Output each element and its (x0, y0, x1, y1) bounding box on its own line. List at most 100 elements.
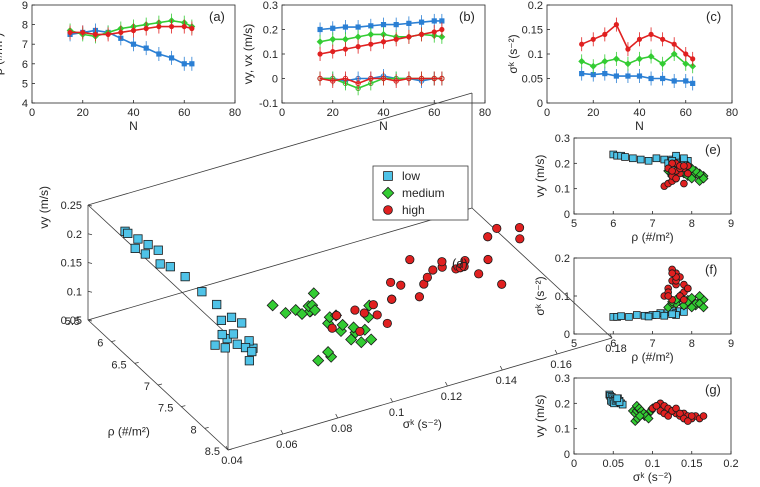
data-point-medium (336, 318, 349, 331)
data-point (648, 75, 654, 82)
data-point (578, 57, 586, 65)
data-point (660, 155, 669, 164)
data-point (393, 21, 399, 28)
x-tick-label: 0 (571, 458, 577, 470)
data-point (342, 35, 349, 43)
data-point (612, 55, 620, 63)
data-point (118, 29, 124, 36)
data-point (189, 61, 195, 67)
y-tick-label: 4 (22, 98, 28, 110)
data-point-low (216, 315, 226, 325)
data-point-low (247, 346, 257, 357)
panel-label: (a) (209, 9, 225, 24)
plot-area-c (578, 17, 697, 91)
data-point-high (414, 292, 425, 302)
data-point-low (143, 239, 153, 250)
z-axis-label: vy (m/s) (37, 186, 51, 229)
data-point (330, 78, 336, 84)
data-point (652, 402, 661, 410)
data-point-high (372, 310, 382, 320)
x-tick-label: 20 (327, 107, 339, 119)
z-tick-mark (87, 262, 93, 264)
x-tick-label: 0.15 (681, 458, 702, 470)
data-point-low (244, 356, 254, 366)
z-tick-label: 0.15 (61, 258, 82, 270)
data-point (668, 167, 676, 175)
x-tick-label: 0 (544, 107, 550, 119)
data-point (354, 33, 362, 41)
data-point-low (140, 249, 150, 259)
y-tick-label: 0 (564, 209, 570, 221)
series-high (579, 17, 696, 66)
series-medium-vy (316, 27, 446, 49)
x-tick-label: 60 (428, 107, 440, 119)
series-high (660, 265, 692, 304)
data-point (406, 75, 412, 82)
data-point-high (350, 305, 360, 315)
data-point (189, 25, 195, 32)
legend-marker (381, 186, 395, 200)
data-point (602, 31, 608, 38)
y-tick-mark (134, 361, 139, 364)
data-point (393, 78, 399, 84)
data-point-high (396, 280, 406, 290)
data-point (617, 312, 625, 320)
x-tick-label: 0 (279, 107, 285, 119)
data-point (680, 162, 688, 170)
z-tick-mark (87, 233, 93, 236)
y-tick-mark (87, 318, 93, 321)
data-point-medium (295, 307, 309, 320)
data-point-medium (322, 346, 335, 359)
data-point (676, 409, 684, 418)
plot-area-e (609, 150, 709, 190)
data-point-high (331, 310, 342, 321)
data-point (664, 292, 672, 300)
data-point-low (155, 259, 165, 269)
x-tick-label: 0.16 (550, 359, 571, 371)
data-point (686, 292, 697, 303)
y-tick-label: 0.15 (522, 25, 543, 37)
box-edge (87, 204, 229, 336)
y-tick-label: 0.2 (555, 253, 570, 265)
y-tick-label: -0.1 (259, 98, 278, 110)
x-tick-label: 20 (77, 107, 89, 119)
z-tick-mark (87, 204, 93, 207)
data-point-low (212, 299, 222, 310)
data-point (633, 311, 641, 319)
data-point-low (226, 312, 237, 322)
x-tick-mark (554, 349, 558, 355)
data-point (668, 269, 676, 278)
z-tick-mark (87, 290, 93, 293)
panel-e: 5 6 7 8 9 0 0.1 0.2 0.3 ρ (#/m²) vy (m/s) (e) (533, 133, 734, 244)
panel-label: (b) (459, 9, 475, 24)
y-axis-label: ρ (#/m²) (108, 425, 150, 439)
data-point (317, 75, 323, 82)
y-tick-label: 7 (144, 381, 150, 393)
series-high-vx (317, 71, 445, 91)
x-tick-label: 80 (229, 107, 241, 119)
y-axis-label: vy (m/s) (533, 155, 547, 198)
series-high (660, 159, 692, 190)
y-tick-label: 0.3 (263, 0, 278, 12)
data-point-medium (279, 306, 292, 320)
data-point-high (483, 254, 493, 265)
data-point-low (153, 245, 163, 255)
data-point-high (422, 272, 432, 282)
x-tick-mark (225, 445, 229, 451)
data-point-high (514, 222, 525, 233)
data-point-medium (308, 304, 321, 317)
z-tick-label: 0.25 (61, 200, 82, 212)
data-point (431, 18, 437, 24)
x-tick-label: 0.06 (276, 439, 297, 451)
data-point (380, 75, 387, 82)
x-tick-label: 7 (649, 338, 655, 350)
data-point (687, 412, 696, 420)
data-point (317, 26, 323, 33)
x-tick-label: 7 (649, 218, 655, 230)
x-tick-mark (609, 333, 613, 339)
data-point (636, 73, 643, 79)
data-point (644, 312, 653, 321)
data-point-high (459, 261, 469, 272)
data-point-low (130, 243, 140, 253)
data-point (690, 56, 696, 62)
